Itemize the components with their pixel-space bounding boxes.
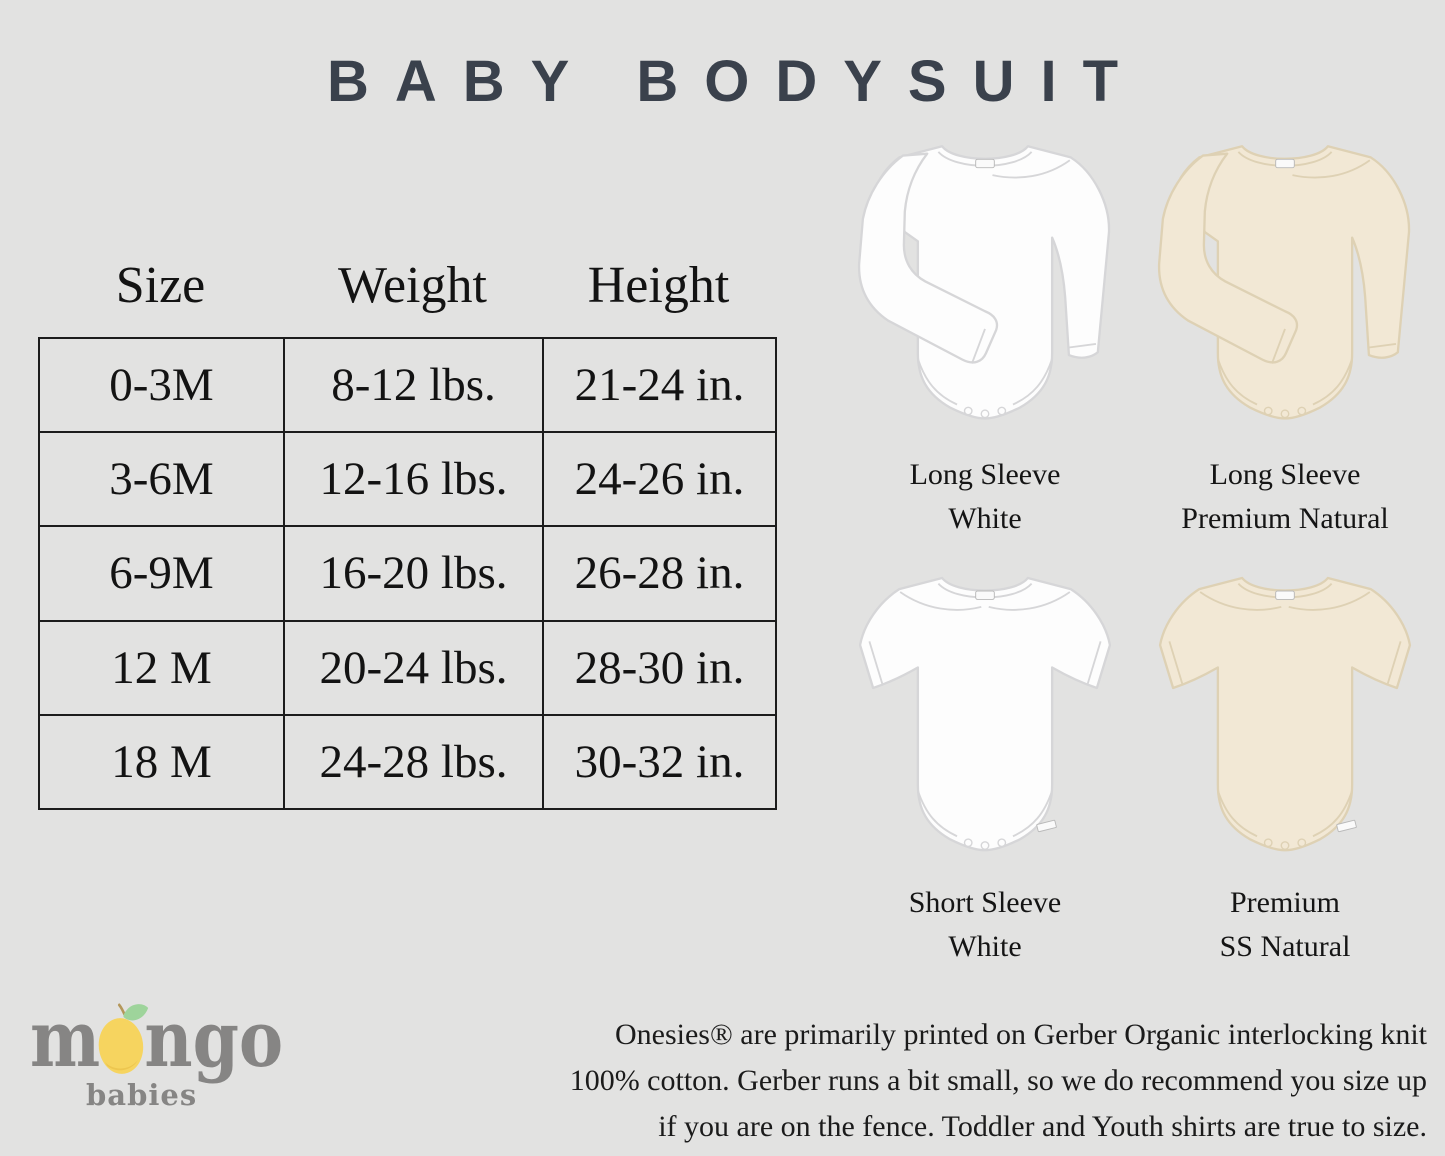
cell-height: 30-32 in. xyxy=(542,713,777,811)
cell-size: 0-3M xyxy=(38,336,285,434)
caption-line: SS Natural xyxy=(1219,930,1351,963)
column-header-size: Size xyxy=(115,257,206,314)
product-caption: Premium SS Natural xyxy=(1145,881,1425,969)
description-line: Onesies® are primarily printed on Gerber… xyxy=(615,1018,1427,1051)
size-chart-table: 0-3M 8-12 lbs. 21-24 in. 3-6M 12-16 lbs.… xyxy=(38,336,777,811)
product-caption: Short Sleeve White xyxy=(845,881,1125,969)
cell-size: 18 M xyxy=(38,713,285,811)
cell-weight: 12-16 lbs. xyxy=(283,431,544,528)
caption-line: Premium xyxy=(1230,886,1340,919)
logo-text-prefix: m xyxy=(30,994,101,1086)
bodysuit-long-sleeve-white-image xyxy=(845,122,1125,439)
product-caption: Long Sleeve White xyxy=(845,453,1125,541)
caption-line: Short Sleeve xyxy=(908,886,1062,919)
caption-line: Premium Natural xyxy=(1181,502,1389,535)
cell-weight: 20-24 lbs. xyxy=(283,619,544,716)
size-chart-header-row: Size Weight Height xyxy=(38,256,775,315)
product-caption: Long Sleeve Premium Natural xyxy=(1145,453,1425,541)
cell-weight: 8-12 lbs. xyxy=(283,336,544,434)
column-header-height: Height xyxy=(587,257,730,314)
mango-icon xyxy=(98,1003,148,1074)
cell-height: 28-30 in. xyxy=(542,619,777,716)
caption-line: White xyxy=(948,502,1022,535)
table-row: 18 M 24-28 lbs. 30-32 in. xyxy=(38,713,777,811)
logo-subtext: babies xyxy=(86,1078,198,1112)
logo-wordmark: m ngo xyxy=(30,994,283,1086)
cell-size: 12 M xyxy=(38,619,285,716)
table-row: 0-3M 8-12 lbs. 21-24 in. xyxy=(38,336,777,434)
cell-height: 24-26 in. xyxy=(542,431,777,528)
mongo-babies-logo: m ngo babies xyxy=(30,1000,290,1112)
table-row: 3-6M 12-16 lbs. 24-26 in. xyxy=(38,431,777,528)
product-card-short-sleeve-white: Short Sleeve White xyxy=(845,550,1125,969)
product-card-premium-ss-natural: Premium SS Natural xyxy=(1145,550,1425,969)
product-card-long-sleeve-white: Long Sleeve White xyxy=(845,122,1125,541)
column-header-weight: Weight xyxy=(338,257,487,314)
table-row: 12 M 20-24 lbs. 28-30 in. xyxy=(38,619,777,716)
bodysuit-short-sleeve-natural-image xyxy=(1145,550,1425,867)
cell-height: 26-28 in. xyxy=(542,525,777,622)
caption-line: Long Sleeve xyxy=(1209,458,1361,491)
description-line: 100% cotton. Gerber runs a bit small, so… xyxy=(569,1064,1427,1097)
bodysuit-short-sleeve-white-image xyxy=(845,550,1125,867)
cell-weight: 16-20 lbs. xyxy=(283,525,544,622)
cell-height: 21-24 in. xyxy=(542,336,777,434)
cell-size: 6-9M xyxy=(38,525,285,622)
bodysuit-long-sleeve-natural-image xyxy=(1145,122,1425,439)
cell-size: 3-6M xyxy=(38,431,285,528)
table-row: 6-9M 16-20 lbs. 26-28 in. xyxy=(38,525,777,622)
caption-line: Long Sleeve xyxy=(909,458,1061,491)
page-title: BABY BODYSUIT xyxy=(326,49,1145,114)
product-card-long-sleeve-premium-natural: Long Sleeve Premium Natural xyxy=(1145,122,1425,541)
cell-weight: 24-28 lbs. xyxy=(283,713,544,811)
description-line: if you are on the fence. Toddler and You… xyxy=(658,1110,1427,1143)
product-description: Onesies® are primarily printed on Gerber… xyxy=(447,1012,1427,1150)
logo-text-suffix: ngo xyxy=(144,994,284,1086)
caption-line: White xyxy=(948,930,1022,963)
